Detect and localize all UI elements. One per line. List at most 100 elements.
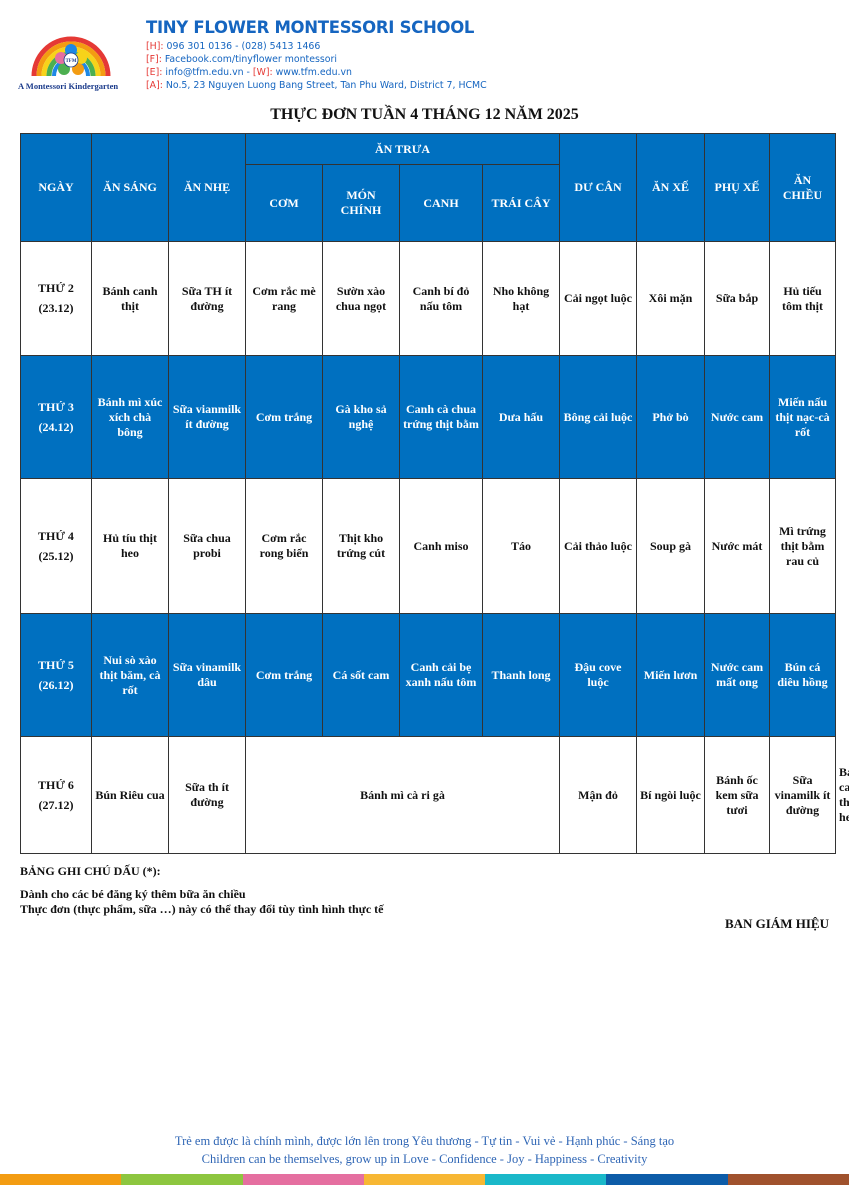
- menu-cell: Bánh canh thịt: [91, 241, 169, 356]
- menu-cell: Cơm trắng: [245, 613, 323, 737]
- menu-cell: Bánh mì cà ri gà: [244, 736, 561, 854]
- contact-address: [A]: No.5, 23 Nguyen Luong Bang Street, …: [146, 80, 487, 91]
- day-cell: THỨ 2 (23.12): [20, 241, 92, 356]
- menu-cell: Sữa bắp: [704, 241, 771, 356]
- header-an-xe: ĂN XẾ: [636, 133, 706, 242]
- color-segment: [242, 1174, 364, 1185]
- header-mon-chinh: MÓN CHÍNH: [322, 164, 400, 242]
- color-segment: [121, 1174, 243, 1185]
- header-com: CƠM: [245, 164, 323, 242]
- color-segment: [363, 1174, 486, 1185]
- table-row: THỨ 4 (25.12) Hủ tíu thịt heo Sữa chua prob…: [20, 478, 837, 614]
- menu-cell: Cơm rắc rong biển: [245, 478, 323, 614]
- menu-cell: Canh miso: [399, 478, 483, 614]
- menu-cell: Sữa vinamilk dâu: [168, 613, 246, 737]
- menu-cell: Canh bí đỏ nấu tôm: [399, 241, 483, 356]
- menu-cell: Bánh mì xúc xích chà bông: [91, 355, 169, 479]
- color-segment: [606, 1174, 728, 1185]
- header-canh: CANH: [399, 164, 483, 242]
- day-cell: THỨ 6 (27.12): [20, 736, 92, 854]
- header-an-trua: ĂN TRƯA: [244, 133, 561, 165]
- contact-phone: [H]: 096 301 0136 - (028) 5413 1466: [146, 41, 321, 52]
- page-title: THỰC ĐƠN TUẦN 4 THÁNG 12 NĂM 2025: [270, 106, 579, 123]
- contact-email-web: [E]: info@tfm.edu.vn - [W]: www.tfm.edu.…: [146, 67, 352, 78]
- day-label: THỨ 6: [38, 777, 74, 792]
- day-cell: THỨ 4 (25.12): [20, 478, 92, 614]
- menu-cell: Bông cải luộc: [559, 355, 638, 479]
- header-an-nhe: ĂN NHẸ: [168, 133, 246, 242]
- table-row: THỨ 3 (24.12) Bánh mì xúc xích chà bông Sữa…: [20, 355, 837, 479]
- slogan-vi: Trẻ em được là chính mình, được lớn lên …: [174, 1134, 675, 1148]
- menu-cell: Nước cam mất ong: [704, 613, 771, 737]
- signature: BAN GIÁM HIỆU: [724, 916, 829, 931]
- notes-line-1: Dành cho các bé đăng ký thêm bữa ăn chiề…: [20, 887, 246, 901]
- menu-cell: Nước cam: [704, 355, 771, 479]
- svg-text:TFM: TFM: [65, 59, 76, 64]
- school-name: TINY FLOWER MONTESSORI SCHOOL: [146, 18, 475, 37]
- menu-cell: Sữa th ít đường: [168, 736, 246, 854]
- menu-cell: Cơm trắng: [245, 355, 323, 479]
- day-date: (26.12): [38, 677, 74, 692]
- menu-cell: Nho không hạt: [481, 241, 561, 356]
- menu-cell: Thanh long: [481, 613, 561, 737]
- header-du-can: DƯ CÂN: [559, 133, 638, 242]
- notes-heading: BẢNG GHI CHÚ DẤU (*):: [20, 864, 161, 878]
- day-label: THỨ 3: [38, 399, 74, 414]
- menu-cell: Bún Riêu cua: [91, 736, 169, 854]
- menu-cell: Canh cà chua trứng thịt bằm: [399, 355, 483, 479]
- menu-cell: Canh cải bẹ xanh nấu tôm: [399, 613, 483, 737]
- menu-cell: Đậu cove luộc: [559, 613, 638, 737]
- menu-cell: Miến lươn: [636, 613, 706, 737]
- menu-cell: Bí ngòi luộc: [636, 736, 706, 854]
- color-segment: [0, 1174, 122, 1185]
- day-label: THỨ 2: [38, 281, 74, 295]
- menu-cell: Cơm rắc mè rang: [245, 241, 323, 356]
- header-ngay: NGÀY: [20, 133, 92, 242]
- menu-cell: Táo: [481, 478, 561, 614]
- menu-cell: Phở bò: [636, 355, 706, 479]
- letterhead: TFM A Montessori Kindergarten TINY FLOWE…: [0, 0, 849, 100]
- menu-cell: Sữa TH ít đường: [168, 241, 246, 356]
- day-cell: THỨ 3 (24.12): [20, 355, 92, 479]
- menu-cell: Sữa vianmilk ít đường: [168, 355, 246, 479]
- day-date: (24.12): [38, 419, 74, 434]
- header-phu-xe: PHỤ XẾ: [704, 133, 771, 242]
- footer-color-bar: [0, 1174, 849, 1185]
- color-segment: [485, 1174, 607, 1185]
- header-trai-cay: TRÁI CÂY: [481, 164, 561, 242]
- notes-line-2: Thực đơn (thực phẩm, sữa …) này có thể t…: [20, 902, 384, 916]
- menu-cell: Cải thảo luộc: [559, 478, 638, 614]
- menu-cell: Bún cá diêu hồng: [769, 613, 837, 737]
- day-date: (25.12): [38, 548, 74, 563]
- menu-cell: Mận đỏ: [559, 736, 638, 854]
- menu-cell: Sườn xào chua ngọt: [322, 241, 400, 356]
- table-row: THỨ 2 (23.12) Bánh canh thịt Sữa TH ít đườn…: [20, 241, 837, 356]
- header-an-sang: ĂN SÁNG: [91, 133, 169, 242]
- school-logo: TFM: [31, 36, 111, 77]
- table-row: THỨ 6 (27.12) Bún Riêu cua Sữa th ít đường B…: [20, 736, 849, 854]
- menu-cell: Sữa chua probi: [168, 478, 246, 614]
- menu-cell: Hủ tíu thịt heo: [91, 478, 169, 614]
- menu-cell: Mì trứng thịt bằm rau củ: [769, 478, 837, 614]
- menu-cell: Xôi mặn: [636, 241, 706, 356]
- table-row: THỨ 5 (26.12) Nui sò xào thịt băm, cà rốt S…: [20, 613, 837, 737]
- menu-cell: Hủ tiếu tôm thịt: [769, 241, 837, 356]
- menu-cell: Cá sốt cam: [322, 613, 400, 737]
- menu-cell: Cải ngọt luộc: [559, 241, 638, 356]
- menu-cell: Gà kho sả nghệ: [322, 355, 400, 479]
- menu-cell: Miến nấu thịt nạc-cà rốt: [769, 355, 837, 479]
- day-date: (27.12): [38, 797, 74, 812]
- menu-cell: Nước mát: [704, 478, 771, 614]
- day-date: (23.12): [38, 301, 74, 315]
- menu-cell: Thịt kho trứng cút: [322, 478, 400, 614]
- menu-cell: Nui sò xào thịt băm, cà rốt: [91, 613, 169, 737]
- day-label: THỨ 5: [38, 657, 74, 672]
- menu-cell: Sữa vinamilk ít đường: [769, 736, 837, 854]
- menu-table: NGÀY ĂN SÁNG ĂN NHẸ ĂN TRƯA DƯ CÂN ĂN XẾ…: [20, 133, 849, 854]
- menu-cell: Soup gà: [636, 478, 706, 614]
- slogan-en: Children can be themselves, grow up in L…: [201, 1152, 648, 1166]
- logo-caption: A Montessori Kindergarten: [18, 81, 119, 91]
- contact-facebook: [F]: Facebook.com/tinyflower montessori: [146, 54, 337, 65]
- day-label: THỨ 4: [38, 528, 74, 543]
- header-an-chieu: ĂN CHIỀU: [769, 133, 837, 242]
